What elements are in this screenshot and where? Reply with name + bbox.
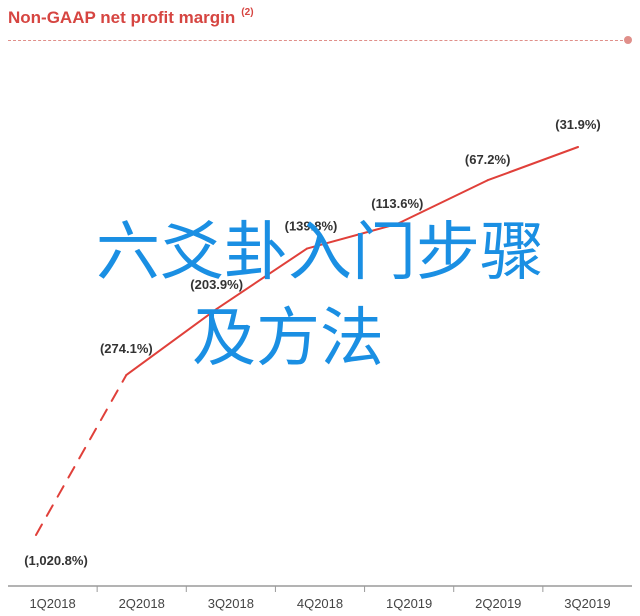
chart-title-row: Non-GAAP net profit margin (2) xyxy=(8,7,254,28)
title-divider xyxy=(8,40,628,41)
x-tick-label: 2Q2018 xyxy=(119,596,165,611)
series-segment xyxy=(215,247,308,310)
series-segment xyxy=(306,222,399,250)
series-segment xyxy=(125,307,218,376)
data-label: (139.8%) xyxy=(285,219,338,234)
x-tick-label: 1Q2019 xyxy=(386,596,432,611)
x-axis: 1Q2018 2Q2018 3Q2018 4Q2018 1Q2019 2Q2019 3Q20… xyxy=(8,585,632,611)
data-label: (1,020.8%) xyxy=(24,553,88,568)
x-tick-label: 3Q2018 xyxy=(208,596,254,611)
data-labels: (1,020.8%) (274.1%) (203.9%) (139.8%) (113.6… xyxy=(24,117,601,568)
chart-title: Non-GAAP net profit margin xyxy=(8,8,236,27)
series-segment xyxy=(396,179,489,225)
x-tick-label: 2Q2019 xyxy=(475,596,521,611)
x-tick-label: 4Q2018 xyxy=(297,596,343,611)
series-line xyxy=(35,146,579,536)
data-label: (274.1%) xyxy=(100,341,153,356)
data-label: (67.2%) xyxy=(465,152,511,167)
title-divider-end-dot xyxy=(624,36,632,44)
x-tick-label: 1Q2018 xyxy=(29,596,75,611)
series-segment-dashed xyxy=(35,374,128,536)
data-label: (31.9%) xyxy=(555,117,601,132)
x-tick-label: 3Q2019 xyxy=(564,596,610,611)
data-label: (203.9%) xyxy=(190,277,243,292)
chart-title-footnote: (2) xyxy=(241,7,254,18)
series-segment xyxy=(486,146,579,182)
data-label: (113.6%) xyxy=(371,196,423,211)
